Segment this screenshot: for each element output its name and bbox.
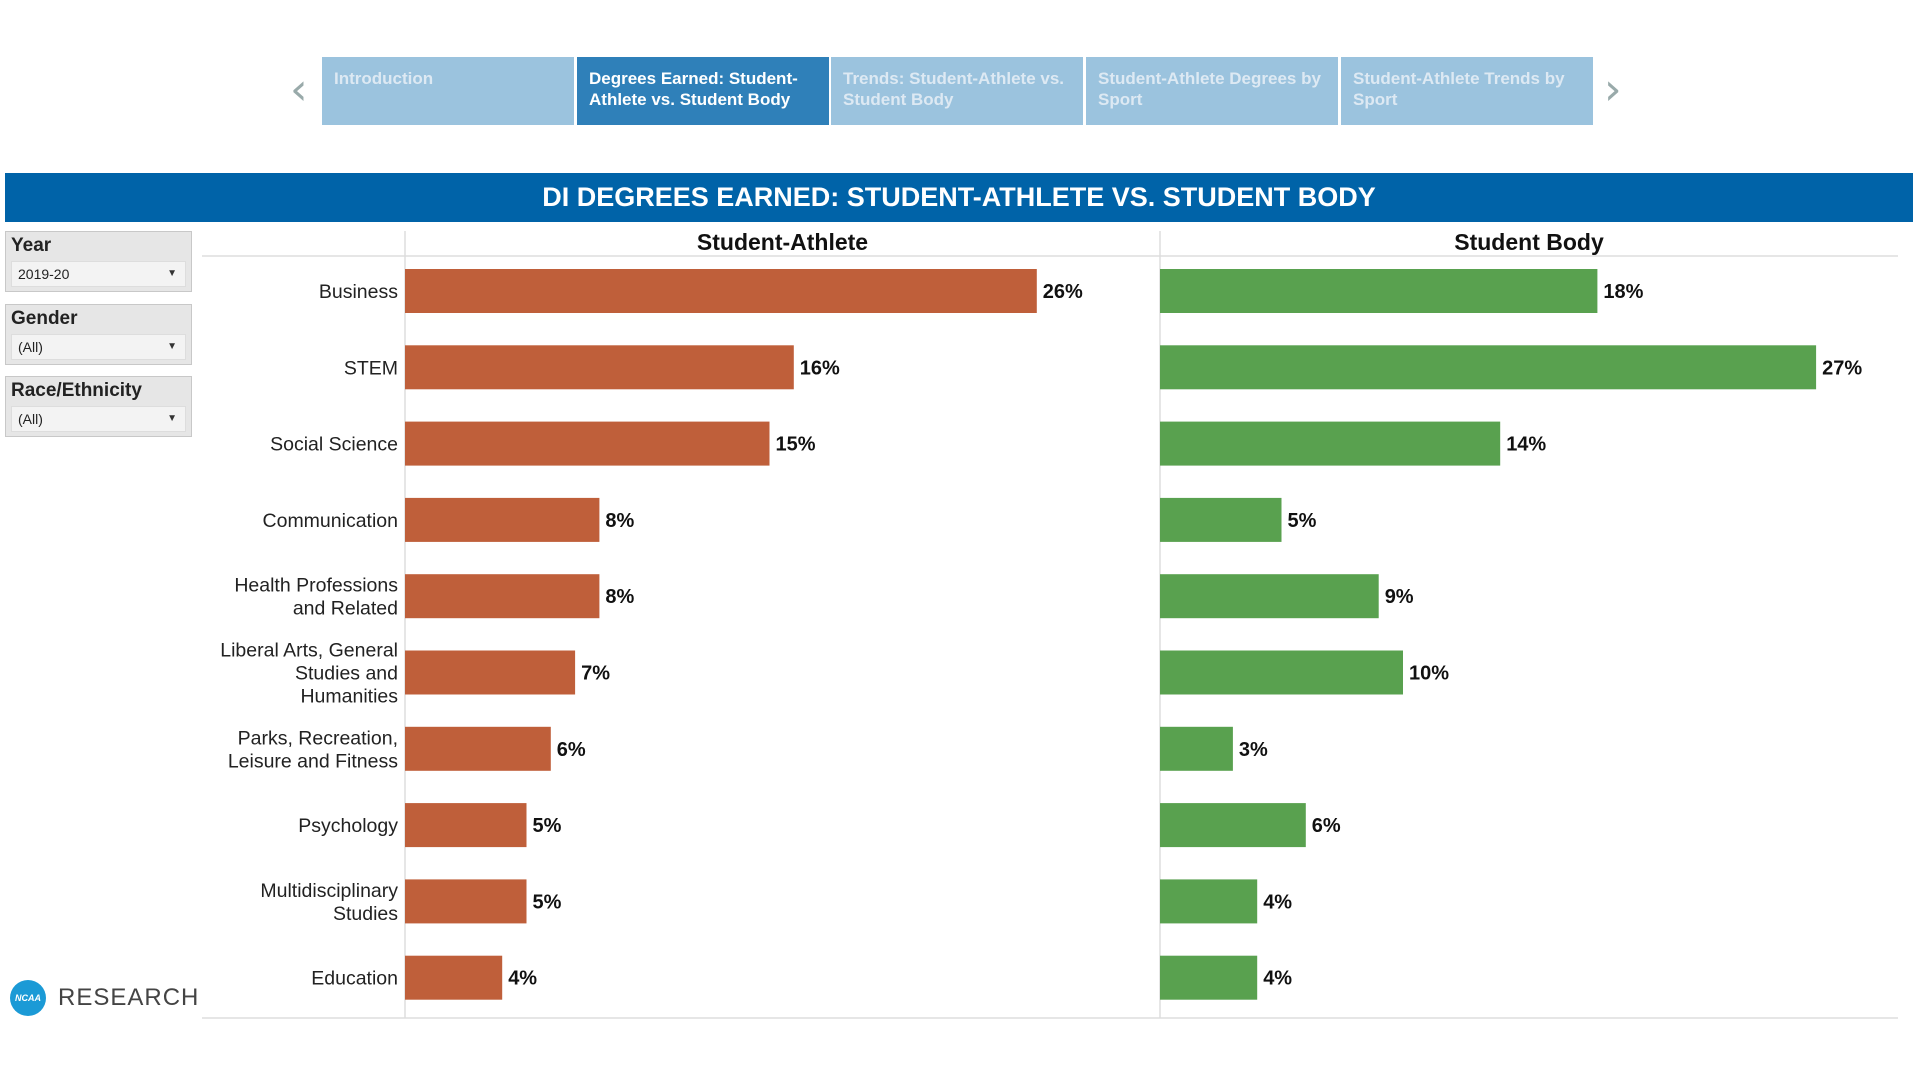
year-dropdown[interactable]: 2019-20 ▼ — [11, 261, 186, 287]
prev-arrow-icon[interactable]: ‹ — [290, 64, 308, 115]
tab-trends[interactable]: Trends: Student-Athlete vs. Student Body — [831, 57, 1083, 125]
category-label: Education — [311, 968, 398, 990]
category-label: Communication — [263, 510, 398, 532]
data-label: 4% — [1263, 891, 1292, 913]
category-label: Studies — [333, 903, 398, 925]
data-label: 26% — [1043, 281, 1083, 303]
bar — [1160, 650, 1403, 695]
data-label: 7% — [581, 663, 610, 685]
tab-trends-by-sport[interactable]: Student-Athlete Trends by Sport — [1341, 57, 1593, 125]
series-header: Student Body — [1454, 229, 1604, 255]
data-label: 9% — [1385, 586, 1414, 608]
bar — [1160, 726, 1233, 771]
bar — [1160, 879, 1258, 924]
data-label: 4% — [1263, 968, 1292, 990]
bar — [405, 803, 527, 848]
bar — [405, 726, 551, 771]
chevron-down-icon: ▼ — [167, 413, 177, 424]
ncaa-logo-icon: NCAA — [10, 980, 46, 1016]
series-header: Student-Athlete — [697, 229, 868, 255]
ncaa-research-logo: NCAA RESEARCH — [10, 980, 199, 1016]
data-label: 5% — [1288, 510, 1317, 532]
data-label: 4% — [508, 968, 537, 990]
chevron-down-icon: ▼ — [167, 268, 177, 279]
category-label: Business — [319, 281, 398, 303]
bar — [405, 879, 527, 924]
filter-race-label: Race/Ethnicity — [11, 380, 142, 401]
data-label: 16% — [800, 357, 840, 379]
category-label: Psychology — [298, 815, 398, 837]
bar — [1160, 574, 1379, 619]
race-value: (All) — [18, 411, 43, 427]
category-label: STEM — [344, 357, 398, 379]
bar — [405, 955, 503, 1000]
data-label: 5% — [533, 891, 562, 913]
data-label: 6% — [1312, 815, 1341, 837]
race-dropdown[interactable]: (All) ▼ — [11, 406, 186, 432]
page-title: DI DEGREES EARNED: STUDENT-ATHLETE VS. S… — [5, 173, 1913, 222]
category-label: Multidisciplinary — [260, 880, 398, 902]
year-value: 2019-20 — [18, 266, 70, 282]
bar — [405, 650, 576, 695]
tab-degrees-earned[interactable]: Degrees Earned: Student-Athlete vs. Stud… — [577, 57, 829, 125]
category-label: Parks, Recreation, — [238, 727, 398, 749]
category-label: Social Science — [270, 434, 398, 456]
tab-introduction[interactable]: Introduction — [322, 57, 574, 125]
category-label: Humanities — [300, 686, 398, 708]
bar — [405, 269, 1037, 313]
category-label: Health Professions — [234, 575, 398, 597]
data-label: 27% — [1822, 357, 1862, 379]
logo-text: RESEARCH — [58, 984, 200, 1011]
next-arrow-icon[interactable]: › — [1604, 64, 1622, 115]
data-label: 14% — [1506, 434, 1546, 456]
bar — [1160, 803, 1306, 848]
bar — [405, 574, 600, 619]
bar — [405, 497, 600, 542]
tab-degrees-by-sport[interactable]: Student-Athlete Degrees by Sport — [1086, 57, 1338, 125]
filter-race: Race/Ethnicity (All) ▼ — [5, 376, 192, 437]
filter-year: Year 2019-20 ▼ — [5, 231, 192, 292]
bar — [1160, 955, 1258, 1000]
category-label: Liberal Arts, General — [220, 640, 398, 662]
data-label: 18% — [1603, 281, 1643, 303]
bar — [1160, 497, 1282, 542]
bar — [1160, 345, 1817, 390]
filter-gender: Gender (All) ▼ — [5, 304, 192, 365]
gender-dropdown[interactable]: (All) ▼ — [11, 334, 186, 360]
data-label: 6% — [557, 739, 586, 761]
bar — [1160, 421, 1501, 466]
category-label: and Related — [293, 598, 398, 620]
category-label: Studies and — [295, 663, 398, 685]
gender-value: (All) — [18, 339, 43, 355]
chevron-down-icon: ▼ — [167, 341, 177, 352]
bar — [1160, 269, 1598, 313]
category-label: Leisure and Fitness — [228, 750, 398, 772]
filter-year-label: Year — [11, 235, 52, 256]
data-label: 10% — [1409, 663, 1449, 685]
bar — [405, 421, 770, 466]
data-label: 3% — [1239, 739, 1268, 761]
filter-gender-label: Gender — [11, 308, 78, 329]
data-label: 8% — [605, 510, 634, 532]
data-label: 5% — [533, 815, 562, 837]
data-label: 15% — [776, 434, 816, 456]
data-label: 8% — [605, 586, 634, 608]
bar — [405, 345, 794, 390]
